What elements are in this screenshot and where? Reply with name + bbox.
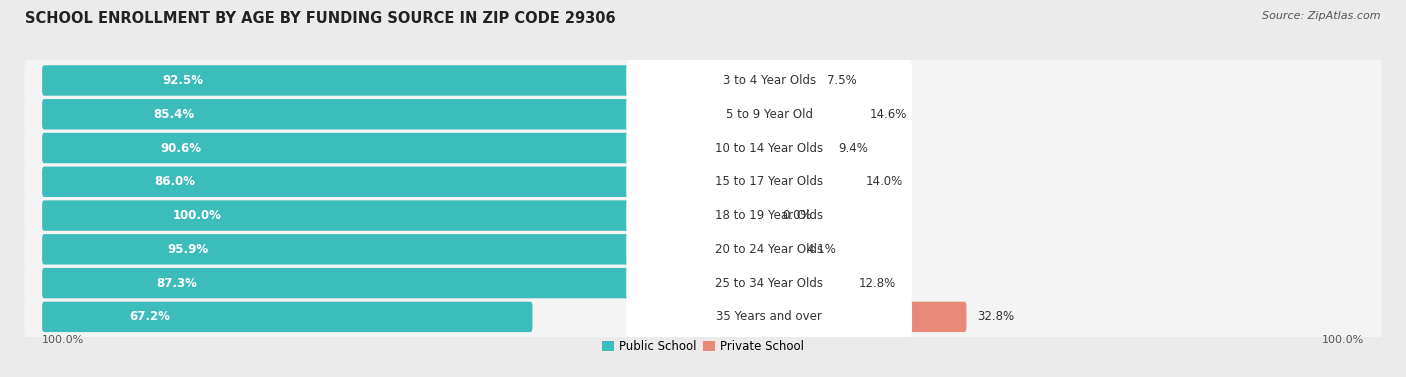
- FancyBboxPatch shape: [626, 60, 912, 101]
- FancyBboxPatch shape: [24, 126, 1382, 170]
- Text: 95.9%: 95.9%: [167, 243, 208, 256]
- FancyBboxPatch shape: [626, 93, 912, 135]
- FancyBboxPatch shape: [626, 228, 912, 270]
- Text: 85.4%: 85.4%: [153, 108, 194, 121]
- FancyBboxPatch shape: [626, 195, 912, 236]
- FancyBboxPatch shape: [42, 99, 665, 129]
- FancyBboxPatch shape: [24, 58, 1382, 103]
- FancyBboxPatch shape: [24, 193, 1382, 238]
- FancyBboxPatch shape: [24, 294, 1382, 339]
- Text: 10 to 14 Year Olds: 10 to 14 Year Olds: [716, 141, 824, 155]
- FancyBboxPatch shape: [42, 234, 741, 265]
- FancyBboxPatch shape: [769, 302, 966, 332]
- Text: 14.0%: 14.0%: [866, 175, 903, 188]
- FancyBboxPatch shape: [42, 302, 533, 332]
- Text: 100.0%: 100.0%: [41, 336, 84, 345]
- FancyBboxPatch shape: [626, 127, 912, 169]
- FancyBboxPatch shape: [42, 268, 679, 298]
- Legend: Public School, Private School: Public School, Private School: [602, 340, 804, 353]
- FancyBboxPatch shape: [24, 227, 1382, 272]
- Text: 86.0%: 86.0%: [155, 175, 195, 188]
- FancyBboxPatch shape: [769, 167, 855, 197]
- Text: 67.2%: 67.2%: [129, 310, 170, 323]
- FancyBboxPatch shape: [24, 92, 1382, 136]
- FancyBboxPatch shape: [769, 234, 796, 265]
- Text: 35 Years and over: 35 Years and over: [716, 310, 823, 323]
- Text: 12.8%: 12.8%: [859, 277, 896, 290]
- Text: 14.6%: 14.6%: [869, 108, 907, 121]
- FancyBboxPatch shape: [626, 296, 912, 338]
- FancyBboxPatch shape: [769, 65, 815, 96]
- Text: 100.0%: 100.0%: [1322, 336, 1365, 345]
- FancyBboxPatch shape: [626, 262, 912, 304]
- Text: 9.4%: 9.4%: [838, 141, 869, 155]
- Text: 0.0%: 0.0%: [782, 209, 813, 222]
- Text: 92.5%: 92.5%: [163, 74, 204, 87]
- FancyBboxPatch shape: [42, 167, 669, 197]
- FancyBboxPatch shape: [42, 201, 770, 231]
- Text: 100.0%: 100.0%: [173, 209, 221, 222]
- FancyBboxPatch shape: [24, 159, 1382, 204]
- Text: 87.3%: 87.3%: [156, 277, 197, 290]
- Text: 25 to 34 Year Olds: 25 to 34 Year Olds: [716, 277, 823, 290]
- FancyBboxPatch shape: [42, 133, 703, 163]
- Text: 3 to 4 Year Olds: 3 to 4 Year Olds: [723, 74, 815, 87]
- Text: 18 to 19 Year Olds: 18 to 19 Year Olds: [716, 209, 824, 222]
- Text: 15 to 17 Year Olds: 15 to 17 Year Olds: [716, 175, 824, 188]
- Text: 7.5%: 7.5%: [827, 74, 856, 87]
- FancyBboxPatch shape: [42, 65, 717, 96]
- Text: 32.8%: 32.8%: [977, 310, 1015, 323]
- Text: Source: ZipAtlas.com: Source: ZipAtlas.com: [1263, 11, 1381, 21]
- Text: 5 to 9 Year Old: 5 to 9 Year Old: [725, 108, 813, 121]
- Text: 90.6%: 90.6%: [160, 141, 201, 155]
- FancyBboxPatch shape: [769, 268, 848, 298]
- FancyBboxPatch shape: [769, 99, 858, 129]
- FancyBboxPatch shape: [626, 161, 912, 203]
- FancyBboxPatch shape: [24, 261, 1382, 305]
- Text: 20 to 24 Year Olds: 20 to 24 Year Olds: [716, 243, 824, 256]
- Text: 4.1%: 4.1%: [807, 243, 837, 256]
- FancyBboxPatch shape: [769, 133, 827, 163]
- Text: SCHOOL ENROLLMENT BY AGE BY FUNDING SOURCE IN ZIP CODE 29306: SCHOOL ENROLLMENT BY AGE BY FUNDING SOUR…: [25, 11, 616, 26]
